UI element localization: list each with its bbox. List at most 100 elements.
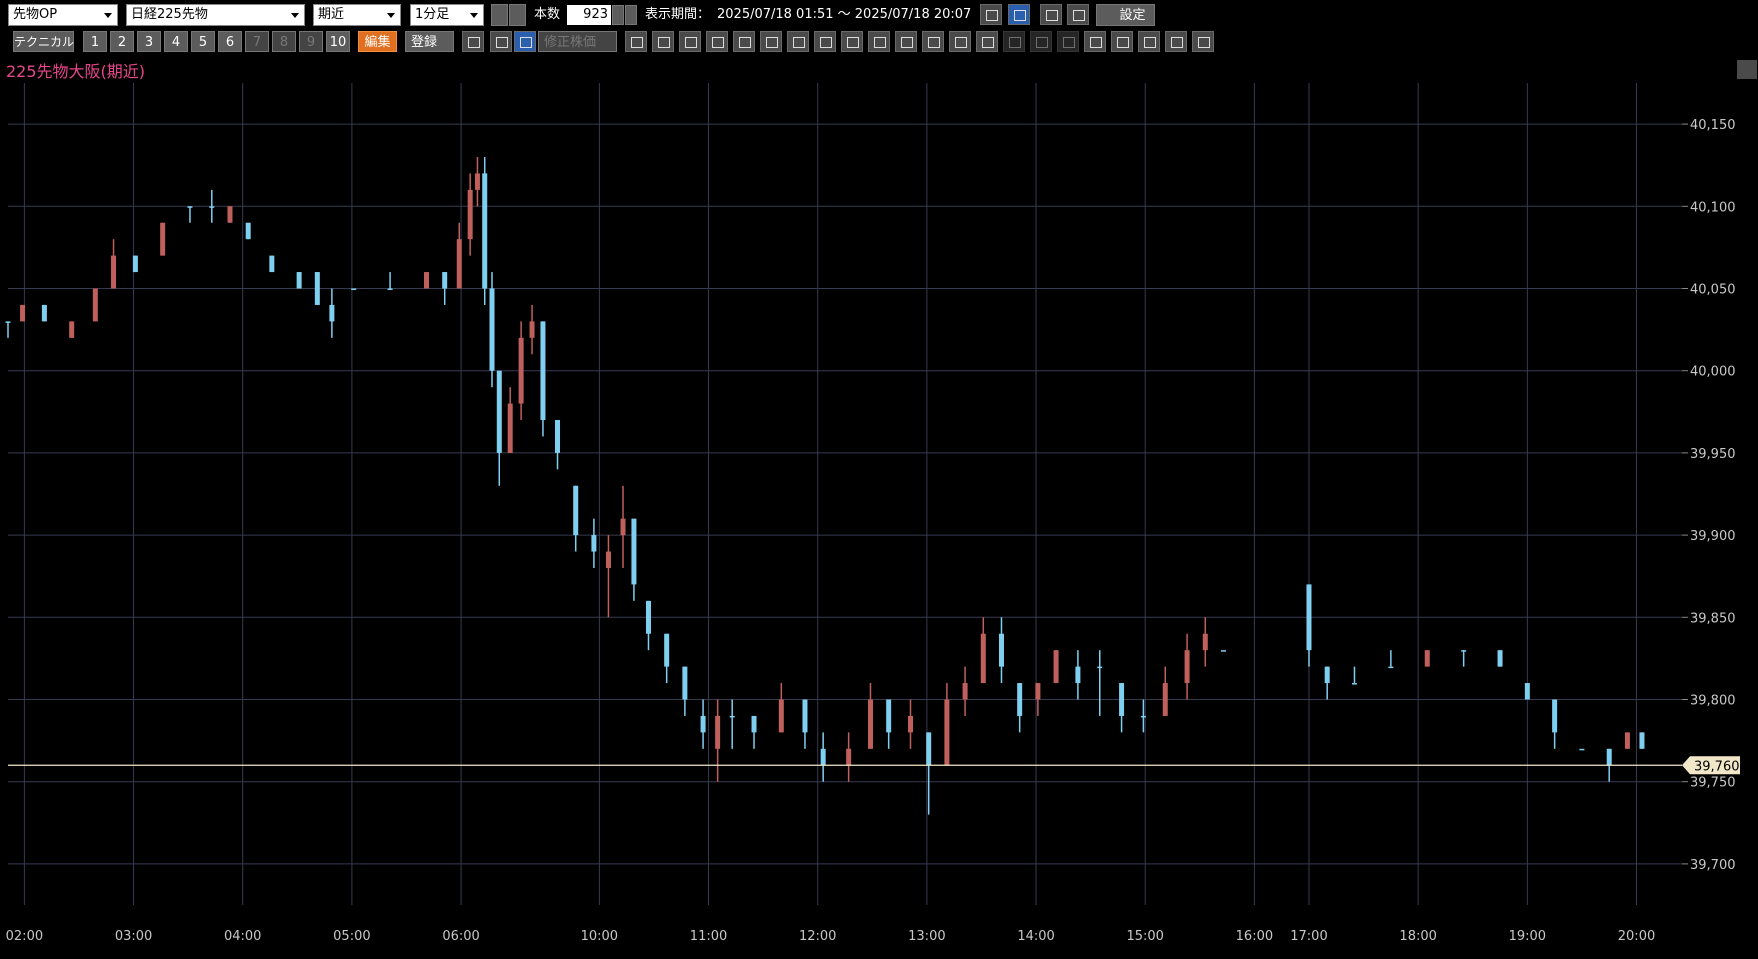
- number-button[interactable]: 6: [218, 31, 242, 52]
- candle-body: [645, 600, 651, 634]
- technical-button[interactable]: テクニカル: [13, 31, 74, 52]
- candle-body: [555, 420, 561, 453]
- last-price-tag: [1682, 756, 1740, 775]
- candle-body: [1035, 683, 1041, 700]
- bar-count-input[interactable]: 923: [567, 5, 611, 25]
- number-button[interactable]: 4: [164, 31, 188, 52]
- tool-icon[interactable]: [706, 31, 728, 52]
- x-tick-label: 16:00: [1236, 929, 1273, 944]
- export-icon[interactable]: [1067, 4, 1089, 25]
- next-button[interactable]: [509, 4, 526, 26]
- tool-icon[interactable]: [733, 31, 755, 52]
- tool-icon[interactable]: [976, 31, 998, 52]
- candle-body: [944, 699, 950, 766]
- candle-body: [1606, 748, 1612, 766]
- number-button[interactable]: 2: [110, 31, 134, 52]
- candle-body: [980, 633, 986, 684]
- tool-icon[interactable]: [814, 31, 836, 52]
- candle-body: [1075, 666, 1081, 684]
- number-button[interactable]: 10: [326, 31, 350, 52]
- count-up[interactable]: [625, 5, 637, 25]
- candle-body: [664, 633, 670, 667]
- x-tick-label: 06:00: [442, 929, 479, 944]
- candle-body: [908, 715, 914, 733]
- candle-body: [187, 206, 193, 208]
- candle-body: [700, 715, 706, 733]
- number-button: 9: [299, 31, 323, 52]
- settings-button[interactable]: 設定: [1096, 4, 1155, 26]
- tool-icon[interactable]: [949, 31, 971, 52]
- edit-button[interactable]: 編集: [358, 31, 397, 52]
- candle-body: [1097, 666, 1103, 669]
- last-price-label: 39,760: [1694, 759, 1740, 774]
- candle-body: [1119, 683, 1125, 716]
- tool-icon[interactable]: [1165, 31, 1187, 52]
- tool-icon[interactable]: [1057, 31, 1079, 52]
- x-tick-label: 04:00: [224, 929, 261, 944]
- candle-body: [269, 255, 275, 273]
- candle-body: [69, 321, 75, 338]
- candle-body: [867, 699, 873, 749]
- candle-body: [296, 272, 302, 289]
- tool-icon[interactable]: [841, 31, 863, 52]
- candle-body: [1220, 650, 1226, 652]
- candle-body: [507, 403, 513, 453]
- candle-body: [5, 321, 11, 323]
- market-select[interactable]: 先物OP: [8, 4, 118, 26]
- tool-icon[interactable]: [679, 31, 701, 52]
- tool-icon[interactable]: [514, 31, 536, 52]
- bar-count-label: 本数: [534, 7, 561, 22]
- number-button[interactable]: 1: [83, 31, 107, 52]
- chart-title: 225先物大阪(期近): [6, 62, 145, 81]
- candle-body: [1624, 732, 1630, 749]
- tool-icon[interactable]: [1084, 31, 1106, 52]
- candle-body: [92, 288, 98, 322]
- undo-icon[interactable]: [980, 4, 1002, 25]
- count-down[interactable]: [612, 5, 624, 25]
- prev-button[interactable]: [491, 4, 508, 26]
- x-tick-label: 12:00: [799, 929, 836, 944]
- tool-icon[interactable]: [652, 31, 674, 52]
- x-tick-label: 17:00: [1290, 929, 1327, 944]
- candle-body: [573, 485, 579, 536]
- print-icon[interactable]: [1040, 4, 1062, 25]
- tool-icon[interactable]: [1138, 31, 1160, 52]
- tool-icon[interactable]: [462, 31, 484, 52]
- candle-body: [351, 288, 357, 290]
- number-button[interactable]: 3: [137, 31, 161, 52]
- number-button[interactable]: 5: [191, 31, 215, 52]
- tool-icon[interactable]: [895, 31, 917, 52]
- tool-icon[interactable]: [1111, 31, 1133, 52]
- candle-body: [802, 699, 808, 733]
- y-tick-label: 39,800: [1690, 694, 1736, 709]
- tool-icon[interactable]: [868, 31, 890, 52]
- tool-icon[interactable]: [1030, 31, 1052, 52]
- candle-body: [820, 748, 826, 766]
- contract-select[interactable]: 期近: [313, 4, 401, 26]
- tool-icon[interactable]: [490, 31, 512, 52]
- candle-body: [926, 732, 932, 766]
- x-tick-label: 11:00: [690, 929, 727, 944]
- candle-body: [1162, 683, 1168, 716]
- candle-body: [1524, 683, 1530, 700]
- candle-body: [314, 272, 320, 305]
- tool-icon[interactable]: [760, 31, 782, 52]
- register-button[interactable]: 登録: [405, 31, 454, 52]
- chart-icon[interactable]: [1008, 4, 1030, 25]
- symbol-select[interactable]: 日経225先物: [126, 4, 305, 26]
- candle-body: [1639, 732, 1645, 749]
- x-tick-label: 15:00: [1126, 929, 1163, 944]
- candle-body: [540, 321, 546, 421]
- collapse-button[interactable]: [1737, 60, 1757, 79]
- tool-icon[interactable]: [1003, 31, 1025, 52]
- tool-icon[interactable]: [1192, 31, 1214, 52]
- tool-icon[interactable]: [625, 31, 647, 52]
- x-tick-label: 05:00: [333, 929, 370, 944]
- candle-body: [496, 370, 502, 453]
- tool-icon[interactable]: [922, 31, 944, 52]
- candle-body: [682, 666, 688, 700]
- tool-icon[interactable]: [787, 31, 809, 52]
- interval-select[interactable]: 1分足: [410, 4, 484, 26]
- y-tick-label: 39,950: [1690, 447, 1736, 462]
